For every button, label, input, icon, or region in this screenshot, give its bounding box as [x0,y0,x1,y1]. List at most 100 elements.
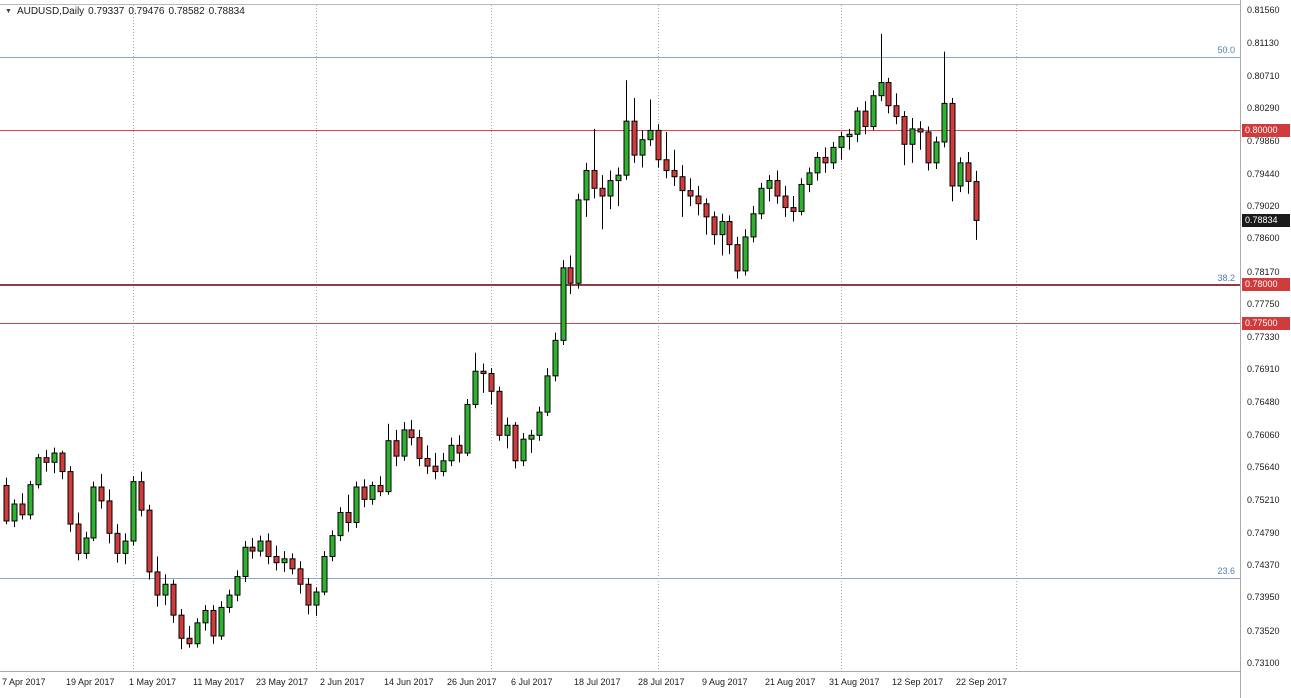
candle-body [496,390,503,436]
candle-body [337,511,344,537]
candle-body [11,503,18,522]
chart-plot-area[interactable]: ▼ AUDUSD,Daily 0.79337 0.79476 0.78582 0… [0,0,1240,698]
time-axis[interactable]: 7 Apr 2017 19 Apr 2017 1 May 2017 11 May 20… [0,671,1240,698]
ohlc-open-value: 0.79337 [88,6,125,17]
candle-body [830,146,837,164]
time-axis-label: 26 Jun 2017 [447,677,497,687]
price-axis-label: 0.80290 [1247,103,1280,113]
candle-body [544,375,551,413]
candle-body [369,484,376,500]
candle-body [758,187,765,215]
candle-body [377,484,384,493]
candle-body [726,220,733,246]
candle-body [432,465,439,473]
candle-body [806,172,813,185]
ohlc-high-value: 0.79476 [128,6,165,17]
candle-body [257,540,264,552]
price-axis-label: 0.80710 [1247,71,1280,81]
candle-body [416,437,423,459]
candle-body [170,583,177,616]
candle-body [957,162,964,187]
candle-body [249,546,256,552]
candle-body [265,540,272,557]
chart-ohlc-header: ▼ AUDUSD,Daily 0.79337 0.79476 0.78582 0… [5,6,245,17]
price-axis-label: 0.76060 [1247,430,1280,440]
time-axis-label: 11 May 2017 [193,677,245,687]
candle-body [202,610,209,624]
candle-body [567,267,574,284]
price-axis-label: 0.76910 [1247,364,1280,374]
candle-body [822,156,829,164]
time-axis-label: 31 Aug 2017 [829,677,880,687]
hline-0-80000-price-box: 0.80000 [1242,124,1290,137]
candle-body [663,159,670,172]
time-axis-label: 14 Jun 2017 [384,677,434,687]
price-axis-label: 0.75640 [1247,462,1280,472]
candle-body [114,532,121,554]
time-axis-label: 23 May 2017 [256,677,309,687]
price-axis-label: 0.73520 [1247,626,1280,636]
candle-body [607,180,614,197]
fib-level-23-6-label: 23.6 [1217,566,1235,576]
candle-body [615,174,622,182]
candle-body [162,583,169,596]
fib-level-38-2-price-box: 0.78000 [1242,278,1290,291]
candle-body [965,162,972,182]
candle-body [591,170,598,189]
candle-body [234,576,241,596]
candle-body [560,267,567,341]
candle-body [655,129,662,161]
candle-body [631,120,638,156]
candle-body [782,195,789,209]
candle-body [186,637,193,645]
candle-body [345,511,352,524]
candle-body [909,128,916,145]
candle-body [846,133,853,138]
candle-body [917,128,924,133]
candle-body [790,207,797,212]
price-axis-label: 0.81130 [1247,38,1279,48]
candle-body [130,481,137,542]
price-axis-label: 0.73100 [1247,658,1280,668]
candle-body [583,170,590,201]
time-axis-label: 1 May 2017 [129,677,177,687]
candle-body [933,141,940,164]
candle-body [742,236,749,272]
candle-body [734,244,741,272]
candle-body [488,373,495,392]
candle-body [226,594,233,608]
candle-body [178,614,185,639]
candle-body [862,110,869,128]
candle-body [901,116,908,145]
price-axis-label: 0.78170 [1247,267,1280,277]
candle-body [424,457,431,467]
candle-body [814,156,821,174]
candle-body [528,434,535,440]
price-axis-label: 0.79440 [1247,169,1280,179]
candle-body [854,110,861,135]
price-axis[interactable]: 0.78834 0.81560 0.81130 0.80710 0.80290 0.79… [1240,0,1291,698]
candle-body [687,190,694,197]
candle-body [838,136,845,148]
candle-body [480,370,487,375]
candle-body [575,199,582,284]
fib-level-50-0-label: 50.0 [1217,45,1235,55]
candlestick-chart-canvas[interactable] [0,0,1240,698]
price-axis-label: 0.78600 [1247,233,1280,243]
candle-body [83,537,90,554]
price-axis-label: 0.77750 [1247,299,1280,309]
candle-body [401,429,408,457]
candle-body [146,509,153,573]
candle-body [385,440,392,493]
candle-body [798,183,805,212]
candle-body [878,82,885,97]
candle-body [43,457,50,463]
price-axis-label: 0.77330 [1247,332,1280,342]
hline-0-77500-price-box: 0.77500 [1242,317,1290,330]
time-axis-label: 22 Sep 2017 [956,677,1008,687]
candle-body [59,452,66,473]
price-axis-label: 0.74370 [1247,560,1280,570]
price-axis-label: 0.79860 [1247,136,1280,146]
candle-body [273,555,280,564]
